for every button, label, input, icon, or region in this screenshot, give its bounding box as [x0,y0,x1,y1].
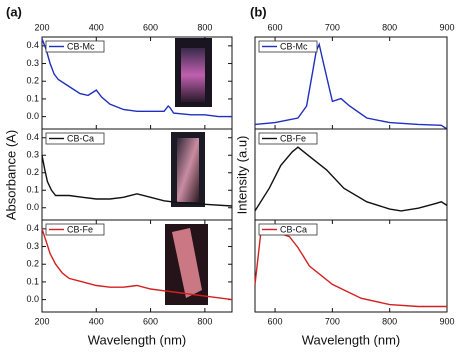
x-tick-label: 400 [89,22,104,32]
photo-cuvette [181,48,205,102]
x-tick-label: 600 [143,316,158,326]
x-tick-label: 800 [197,316,212,326]
x-tick-label: 600 [268,22,283,32]
legend-label: CB-Ca [280,224,307,234]
plot-frame [254,219,448,313]
legend-box [258,132,318,145]
y-tick-label: 0.2 [26,76,39,86]
legend-box [45,223,105,236]
legend-label: CB-Fe [67,224,93,234]
legend-label: CB-Ca [67,133,94,143]
legend-box [45,132,105,145]
legend-box [258,223,318,236]
data-line [41,38,232,118]
y-tick-label: 0.4 [26,132,39,142]
photo-cuvette [172,228,202,298]
x-tick-label: 800 [382,316,397,326]
x-tick-label: 700 [325,22,340,32]
photo-cuvette [177,138,199,202]
x-tick-label: 600 [143,22,158,32]
y-tick-label: 0.1 [26,276,39,286]
y-tick-label: 0.0 [26,111,39,121]
x-axis-label: Wavelength (nm) [302,332,401,347]
y-tick-label: 0.2 [26,167,39,177]
y-tick-label: 0.4 [26,40,39,50]
x-tick-label: 400 [89,316,104,326]
y-tick-label: 0.4 [26,223,39,233]
legend-box [45,40,105,53]
legend-box [258,40,318,53]
data-line [41,155,233,207]
x-tick-label: 800 [197,22,212,32]
legend-label: CB-Mc [280,41,308,51]
x-tick-label: 200 [34,316,49,326]
plot-frame [41,219,233,313]
data-line [254,146,448,212]
y-tick-label: 0.3 [26,241,39,251]
data-line [254,42,448,130]
y-axis-label: Intensity (a.u) [234,136,249,215]
y-tick-label: 0.3 [26,58,39,68]
panel-label: (a) [6,4,22,19]
y-tick-label: 0.1 [26,185,39,195]
y-tick-label: 0.0 [26,202,39,212]
x-tick-label: 200 [34,22,49,32]
y-tick-label: 0.3 [26,150,39,160]
x-tick-label: 800 [382,22,397,32]
inset-photos [165,38,212,305]
legend-label: CB-Fe [280,133,306,143]
x-tick-label: 600 [268,316,283,326]
panel-label: (b) [250,4,267,19]
y-axis-label: Absorbance (A) [3,130,18,220]
y-tick-label: 0.2 [26,259,39,269]
data-line [41,228,233,301]
y-tick-label: 0.0 [26,294,39,304]
y-tick-label: 0.1 [26,93,39,103]
x-tick-label: 900 [439,316,454,326]
x-tick-label: 900 [439,22,454,32]
data-line [254,226,447,308]
x-tick-label: 700 [325,316,340,326]
x-axis-label: Wavelength (nm) [88,332,187,347]
legend-label: CB-Mc [67,41,95,51]
